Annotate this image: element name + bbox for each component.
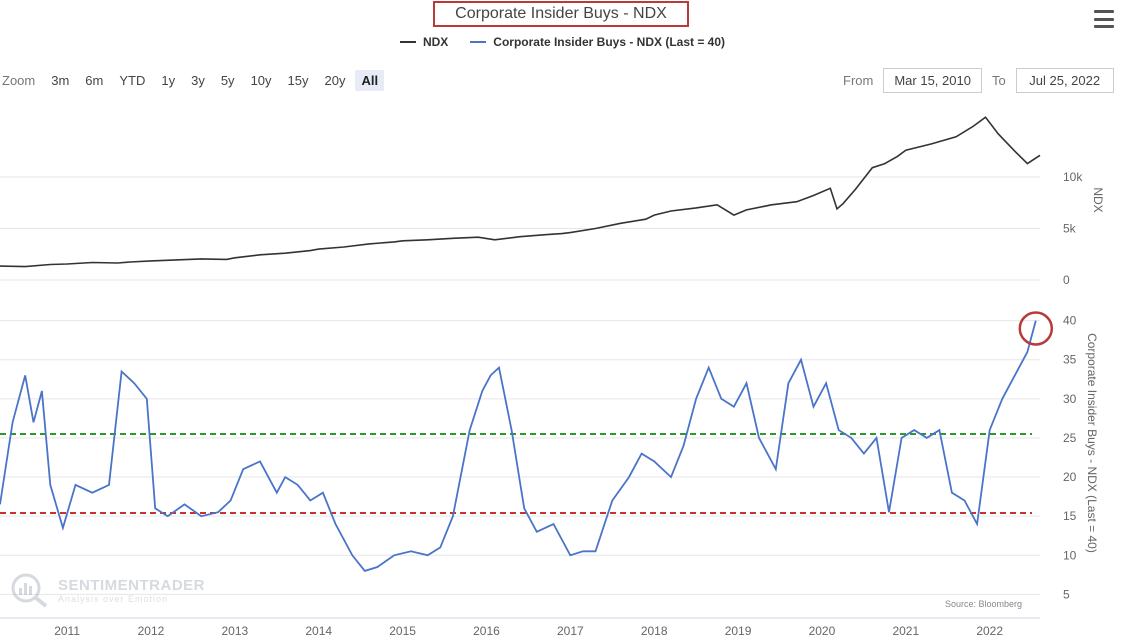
insider-buys-y-tick-label: 40: [1063, 314, 1077, 328]
zoom-button-20y[interactable]: 20y: [324, 73, 346, 88]
range-from-label: From: [843, 73, 874, 88]
last-value-annotation-circle: [1018, 311, 1054, 346]
insider-buys-y-tick-label: 20: [1063, 470, 1077, 484]
zoom-button-ytd[interactable]: YTD: [119, 73, 146, 88]
x-tick-label: 2017: [557, 624, 584, 638]
x-tick-label: 2013: [221, 624, 248, 638]
magnifier-chart-icon: [10, 572, 52, 608]
zoom-button-3y[interactable]: 3y: [191, 73, 205, 88]
insider-buys-y-axis-title: Corporate Insider Buys - NDX (Last = 40): [1085, 333, 1099, 553]
zoom-button-3m[interactable]: 3m: [51, 73, 70, 88]
insider-buys-series-line: [0, 320, 1037, 572]
insider-buys-y-axis: 5 10 15 20 25 30 35 40: [1063, 314, 1077, 602]
x-tick-label: 2018: [641, 624, 668, 638]
chart-title: Corporate Insider Buys - NDX: [433, 1, 689, 27]
menu-bar-2: [1094, 17, 1114, 21]
x-tick-label: 2015: [389, 624, 416, 638]
insider-buys-y-tick-label: 30: [1063, 392, 1077, 406]
menu-bar-1: [1094, 10, 1114, 13]
chart-title-text: Corporate Insider Buys - NDX: [455, 5, 667, 22]
range-from-input[interactable]: Mar 15, 2010: [883, 68, 982, 93]
x-tick-label: 2012: [138, 624, 165, 638]
insider-buys-y-tick-label: 25: [1063, 431, 1077, 445]
zoom-button-6m[interactable]: 6m: [85, 73, 104, 88]
ndx-y-axis: 0 5k 10k: [1063, 170, 1083, 287]
x-tick-label: 2022: [976, 624, 1003, 638]
x-axis: 2011 2012 2013 2014 2015 2016 2017 2018 2019 2020…: [0, 617, 1040, 638]
insider-buys-y-tick-label: 10: [1063, 548, 1077, 562]
watermark-sub-text: Analysis over Emotion: [58, 593, 169, 604]
insider-buys-y-tick-label: 5: [1063, 587, 1070, 601]
insider-buys-y-tick-label: 35: [1063, 353, 1077, 367]
ndx-y-tick-label: 0: [1063, 273, 1070, 287]
x-tick-label: 2021: [892, 624, 919, 638]
legend-label-insider-buys: Corporate Insider Buys - NDX (Last = 40): [493, 35, 726, 49]
sentimentrader-watermark: SENTIMENTRADER Analysis over Emotion: [10, 572, 205, 608]
range-to-label: To: [991, 73, 1006, 88]
x-tick-label: 2014: [305, 624, 332, 638]
x-tick-label: 2019: [725, 624, 752, 638]
ndx-y-tick-label: 10k: [1063, 170, 1083, 184]
menu-bar-3: [1094, 25, 1114, 28]
grid-lines: [0, 176, 1040, 595]
zoom-button-all[interactable]: All: [355, 70, 385, 91]
zoom-button-15y[interactable]: 15y: [287, 73, 309, 88]
source-label: Source: Bloomberg: [945, 599, 1022, 609]
legend-label-ndx: NDX: [422, 35, 449, 49]
ndx-y-tick-label: 5k: [1063, 221, 1077, 235]
ndx-y-axis-title: NDX: [1091, 187, 1105, 212]
watermark-text: SENTIMENTRADER Analysis over Emotion: [58, 577, 205, 604]
zoom-button-1y[interactable]: 1y: [161, 73, 176, 88]
watermark-logo: [11, 573, 48, 608]
legend-swatch-ndx: [399, 41, 416, 43]
legend-item-insider-buys[interactable]: Corporate Insider Buys - NDX (Last = 40): [470, 35, 725, 49]
zoom-label: Zoom: [2, 73, 36, 88]
ndx-series-line: [0, 116, 1041, 268]
x-tick-label: 2020: [809, 624, 836, 638]
x-tick-label: 2011: [54, 624, 80, 638]
watermark-main-text: SENTIMENTRADER: [58, 576, 206, 594]
insider-buys-y-tick-label: 15: [1063, 509, 1077, 523]
zoom-bar: Zoom 3m 6m YTD 1y 3y 5y 10y 15y 20y All: [2, 70, 385, 91]
hamburger-menu-icon[interactable]: [1094, 10, 1114, 28]
range-to-input[interactable]: Jul 25, 2022: [1015, 68, 1114, 93]
legend-item-ndx[interactable]: NDX: [399, 35, 449, 49]
date-range: From Mar 15, 2010 To Jul 25, 2022: [843, 68, 1114, 93]
x-tick-label: 2016: [473, 624, 500, 638]
zoom-button-10y[interactable]: 10y: [250, 73, 272, 88]
zoom-button-5y[interactable]: 5y: [220, 73, 235, 88]
chart-legend: NDX Corporate Insider Buys - NDX (Last =…: [0, 35, 1125, 49]
legend-swatch-insider-buys: [470, 41, 487, 43]
